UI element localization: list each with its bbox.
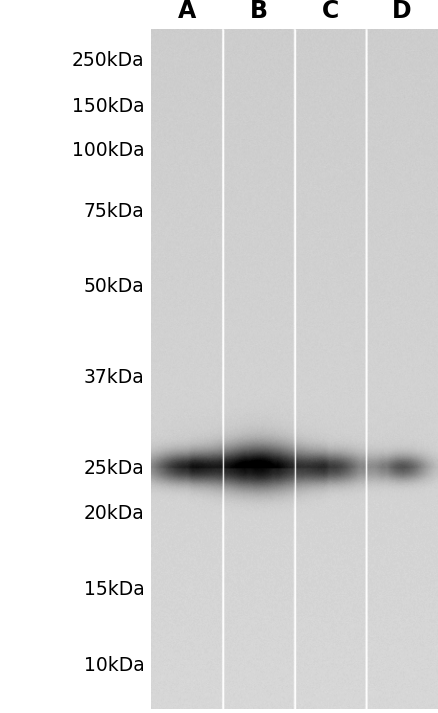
Text: 50kDa: 50kDa [84,277,145,297]
Text: B: B [250,0,268,23]
Text: 10kDa: 10kDa [84,656,145,674]
Text: 100kDa: 100kDa [72,141,145,160]
Text: D: D [392,0,412,23]
Text: C: C [322,0,339,23]
Text: 150kDa: 150kDa [72,96,145,116]
Text: 37kDa: 37kDa [84,369,145,387]
Text: 15kDa: 15kDa [84,580,145,599]
Text: 75kDa: 75kDa [84,202,145,221]
Text: A: A [178,0,196,23]
Text: 250kDa: 250kDa [72,51,145,70]
Text: 25kDa: 25kDa [84,458,145,478]
Text: 20kDa: 20kDa [84,504,145,523]
